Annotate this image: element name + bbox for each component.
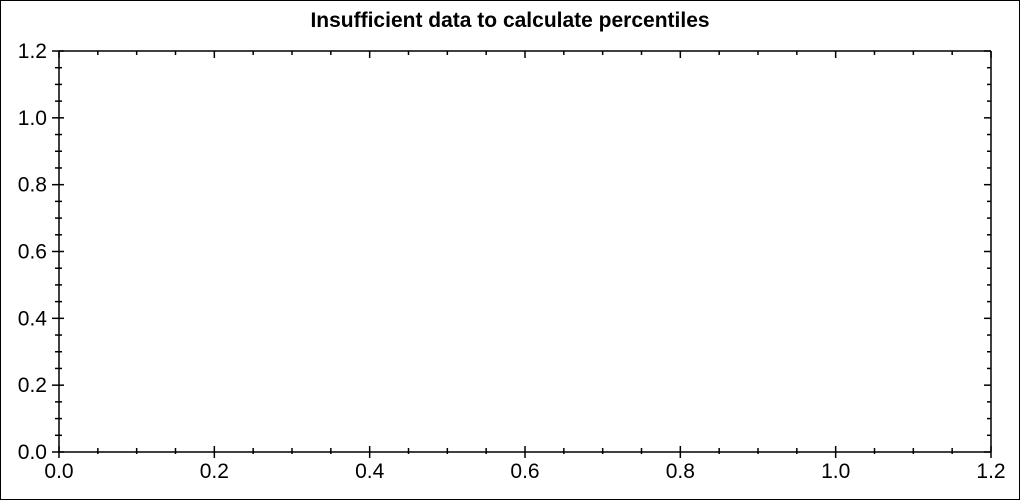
x-tick-label: 0.2: [200, 460, 229, 483]
y-tick-label: 0.0: [18, 441, 47, 464]
x-tick-label: 0.6: [510, 460, 539, 483]
y-tick-label: 0.2: [18, 374, 47, 397]
y-tick-label: 1.2: [18, 40, 47, 63]
x-tick-label: 0.4: [355, 460, 385, 483]
y-tick-label: 0.4: [18, 307, 48, 330]
y-tick-label: 0.6: [18, 241, 47, 264]
x-tick-label: 0.8: [666, 460, 695, 483]
y-tick-label: 1.0: [18, 107, 47, 130]
x-tick-label: 1.0: [821, 460, 850, 483]
chart-title: Insufficient data to calculate percentil…: [310, 9, 710, 32]
y-tick-label: 0.8: [18, 174, 47, 197]
x-tick-label: 0.0: [44, 460, 73, 483]
x-tick-label: 1.2: [976, 460, 1005, 483]
